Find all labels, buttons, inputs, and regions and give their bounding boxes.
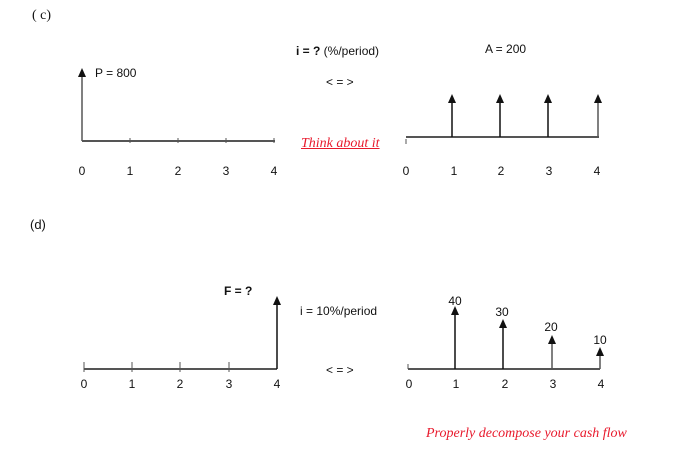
tick-label: 0 (80, 377, 88, 391)
cash-flow-value: 30 (495, 305, 509, 319)
tick-label: 3 (225, 377, 233, 391)
tick-label: 4 (270, 164, 278, 178)
cash-flow-value: 10 (593, 333, 607, 347)
rate-unknown: i = ? (296, 44, 321, 58)
part-c-label: ( c) (32, 8, 52, 23)
part-d-label: (d) (30, 217, 46, 232)
tick-label: 2 (497, 164, 505, 178)
future-value-label: F = ? (224, 284, 253, 298)
equivalence-sign-d: < = > (326, 363, 354, 377)
cash-flow-value: 40 (448, 294, 462, 308)
tick-label: 2 (501, 377, 509, 391)
tick-label: 0 (402, 164, 410, 178)
timeline-c-right (405, 94, 602, 144)
think-about-it-hint: Think about it (301, 136, 380, 151)
tick-label: 2 (176, 377, 184, 391)
tick-label: 1 (128, 377, 136, 391)
tick-label: 3 (222, 164, 230, 178)
tick-label: 3 (545, 164, 553, 178)
tick-label: 1 (126, 164, 134, 178)
cash-flow-value: 20 (544, 320, 558, 334)
tick-label: 1 (452, 377, 460, 391)
timeline-d-right (407, 306, 604, 370)
arrow-up-icon (78, 68, 86, 77)
present-value-label: P = 800 (95, 66, 137, 80)
tick-label: 4 (273, 377, 281, 391)
tick-label: 2 (174, 164, 182, 178)
timeline-c-left (78, 68, 275, 143)
tick-label: 0 (405, 377, 413, 391)
rate-label-d: i = 10%/period (300, 304, 378, 318)
equivalence-sign-c: < = > (326, 75, 354, 89)
decompose-hint: Properly decompose your cash flow (426, 426, 627, 441)
tick-label: 4 (597, 377, 605, 391)
tick-label: 1 (450, 164, 458, 178)
tick-label: 4 (593, 164, 601, 178)
annuity-label: A = 200 (485, 42, 527, 56)
rate-label-c: i = ? (%/period) (296, 44, 379, 58)
tick-label: 3 (549, 377, 557, 391)
rate-unit: (%/period) (320, 44, 380, 58)
timeline-d-left (83, 296, 281, 372)
tick-label: 0 (78, 164, 86, 178)
